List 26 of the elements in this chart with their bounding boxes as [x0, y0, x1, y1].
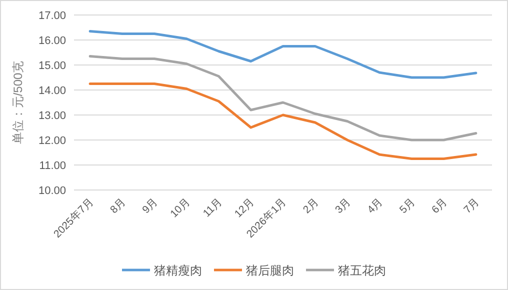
x-tick-label: 10月 [168, 196, 193, 220]
legend-label: 猪后腿肉 [246, 264, 294, 278]
y-tick-label: 11.00 [39, 160, 66, 172]
y-tick-label: 10.00 [38, 185, 66, 197]
y-tick-label: 17.00 [38, 10, 66, 22]
line-series [88, 55, 478, 142]
x-tick-label: 9月 [140, 196, 161, 216]
y-tick-label: 15.00 [38, 60, 66, 72]
x-tick-label: 6月 [429, 196, 450, 216]
y-tick-label: 12.00 [38, 135, 66, 147]
x-tick-label: 7月 [462, 196, 482, 216]
x-tick-label: 12月 [232, 196, 257, 220]
y-tick-label: 16.00 [38, 35, 66, 47]
y-axis-title: 单位：元/500克 [11, 60, 25, 144]
legend-label: 猪五花肉 [338, 264, 386, 278]
line-series [88, 30, 478, 79]
x-tick-label: 11月 [200, 196, 225, 220]
x-tick-label: 8月 [108, 196, 128, 216]
y-tick-label: 14.00 [38, 85, 66, 97]
x-tick-label: 4月 [365, 196, 386, 216]
x-tick-label: 5月 [397, 196, 418, 216]
y-tick-label: 13.00 [38, 110, 66, 122]
legend-label: 猪精瘦肉 [154, 264, 202, 278]
x-tick-label: 2月 [300, 196, 322, 216]
x-tick-label: 3月 [333, 196, 354, 216]
line-series [88, 82, 478, 160]
